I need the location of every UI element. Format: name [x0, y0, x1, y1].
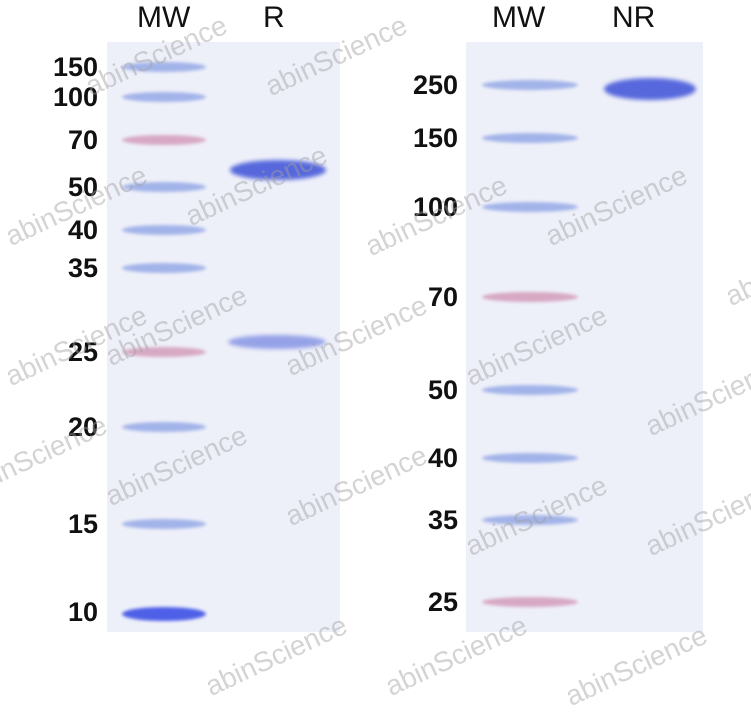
band-r-light — [228, 335, 326, 349]
ladder-band-50 — [122, 182, 206, 192]
lane-label-nr: NR — [612, 1, 656, 34]
ladder-band-250 — [482, 80, 578, 90]
marker-label-35: 35 — [67, 253, 98, 283]
ladder-band-10 — [122, 607, 206, 621]
ladder-band-70 — [122, 135, 206, 145]
marker-label-50: 50 — [427, 375, 458, 405]
ladder-band-15 — [122, 519, 206, 529]
ladder-band-35 — [122, 263, 206, 273]
marker-label-40: 40 — [427, 443, 458, 473]
ladder-band-100 — [482, 202, 578, 212]
ladder-band-100 — [122, 92, 206, 102]
marker-label-10: 10 — [67, 597, 98, 627]
watermark: abinScience — [560, 619, 712, 712]
ladder-band-150 — [482, 133, 578, 143]
lane-label-r: R — [263, 1, 285, 34]
ladder-band-35 — [482, 515, 578, 525]
marker-label-15: 15 — [67, 509, 98, 539]
right-gel — [466, 42, 703, 632]
marker-label-20: 20 — [67, 412, 98, 442]
marker-label-100: 100 — [412, 192, 458, 222]
marker-label-100: 100 — [52, 82, 98, 112]
lane-label-mw-right: MW — [492, 1, 546, 34]
ladder-band-20 — [122, 422, 206, 432]
marker-label-40: 40 — [67, 215, 98, 245]
marker-label-50: 50 — [67, 172, 98, 202]
watermark: abinScience — [720, 219, 751, 312]
band-nr — [604, 78, 696, 100]
ladder-band-40 — [122, 225, 206, 235]
band-r-heavy — [230, 160, 326, 180]
marker-label-25: 25 — [427, 587, 458, 617]
marker-label-150: 150 — [412, 123, 458, 153]
ladder-band-25 — [122, 347, 206, 357]
ladder-band-70 — [482, 292, 578, 302]
ladder-band-40 — [482, 453, 578, 463]
marker-label-35: 35 — [427, 505, 458, 535]
ladder-band-25 — [482, 597, 578, 607]
marker-label-70: 70 — [67, 125, 98, 155]
ladder-band-150 — [122, 62, 206, 72]
marker-label-150: 150 — [52, 52, 98, 82]
marker-label-25: 25 — [67, 337, 98, 367]
marker-label-70: 70 — [427, 282, 458, 312]
lane-label-mw-left: MW — [137, 1, 191, 34]
marker-label-250: 250 — [412, 70, 458, 100]
ladder-band-50 — [482, 385, 578, 395]
